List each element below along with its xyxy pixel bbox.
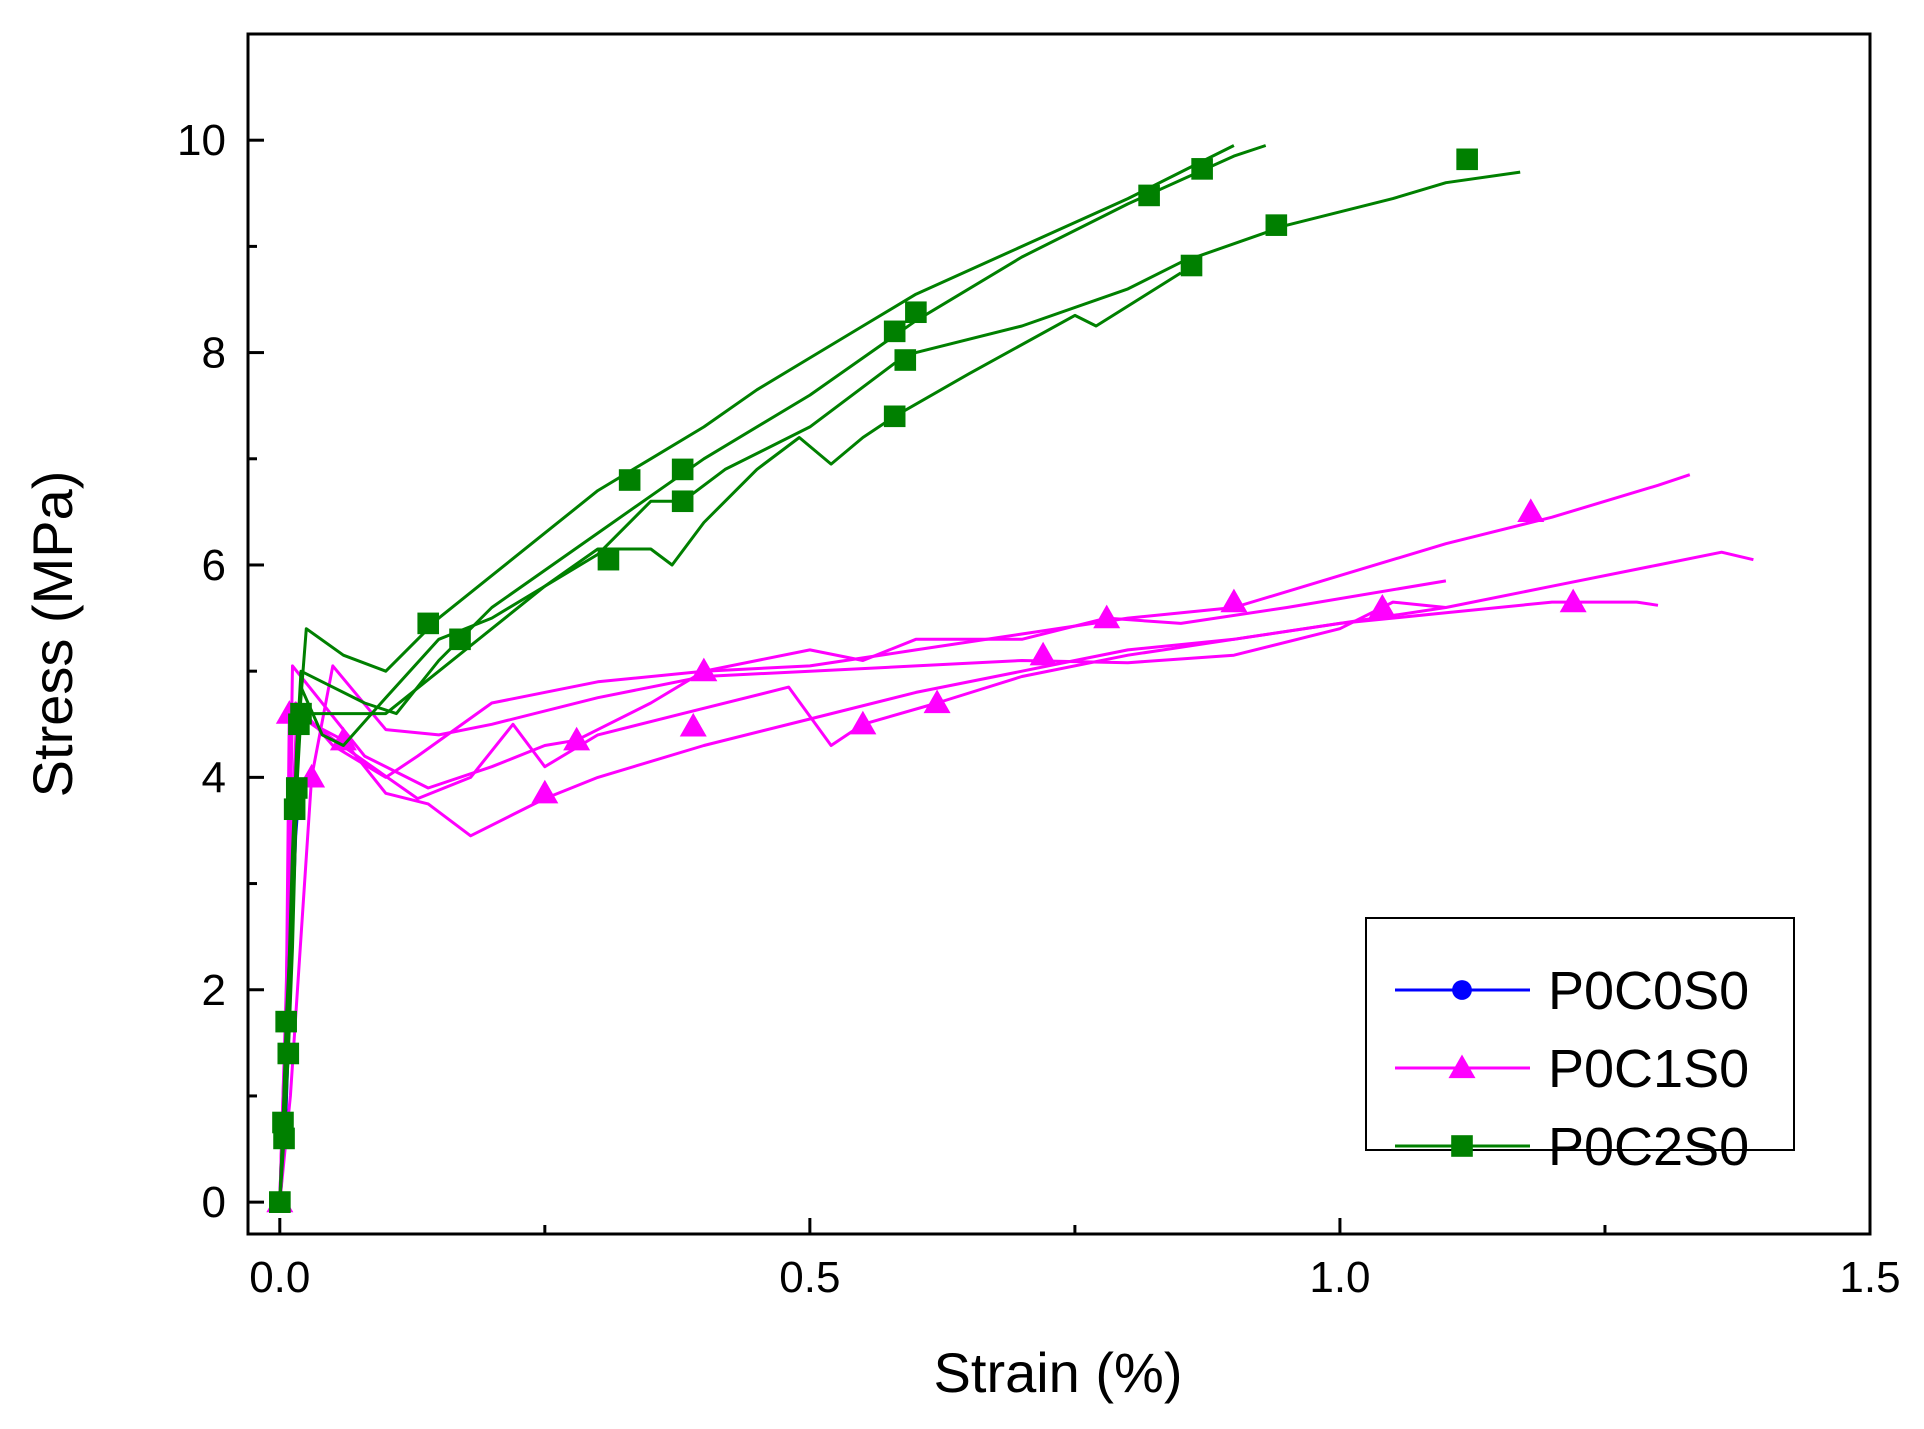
y-tick-label: 4 <box>202 753 226 802</box>
series-line <box>278 144 1267 1203</box>
legend: P0C0S0 P0C1S0 P0C2S0 <box>1365 917 1795 1177</box>
legend-box <box>1365 917 1795 1151</box>
legend-marker-P0C2S0 <box>1451 1135 1473 1157</box>
x-tick-label: 0.5 <box>779 1253 840 1302</box>
data-point-marker <box>417 612 440 635</box>
data-point-marker <box>1265 214 1288 236</box>
y-axis-title: Stress (MPa) <box>21 471 84 798</box>
data-point-marker <box>894 349 917 371</box>
y-tick-label: 2 <box>202 966 226 1015</box>
x-axis-ticks: 0.0 0.5 1.0 1.5 <box>249 1218 1901 1302</box>
x-tick-label: 0.0 <box>249 1253 310 1302</box>
data-point-marker <box>531 779 559 804</box>
data-point-marker <box>329 726 357 751</box>
plot-frame <box>246 32 1872 1236</box>
y-tick-label: 6 <box>202 541 226 590</box>
y-axis-ticks: 0 2 4 6 8 10 <box>177 116 264 1227</box>
data-point-marker <box>449 628 471 651</box>
data-point-marker <box>1093 604 1121 629</box>
series-line <box>278 600 1447 1203</box>
legend-label: P0C0S0 <box>1548 961 1749 1021</box>
data-point-marker <box>273 1127 295 1150</box>
series-P0C2S0-curve-8 <box>278 148 1521 1203</box>
legend-marker-P0C1S0 <box>1448 1054 1476 1079</box>
data-point-marker <box>883 320 906 343</box>
series-line <box>278 271 1182 1203</box>
data-point-marker <box>1559 588 1587 613</box>
y-tick-label: 10 <box>177 116 226 165</box>
data-point-marker <box>597 548 620 571</box>
series-P0C2S0-curve-9 <box>269 271 1182 1213</box>
data-point-marker <box>290 702 312 725</box>
data-point-marker <box>1456 148 1478 171</box>
x-axis-title: Strain (%) <box>934 1341 1183 1404</box>
data-point-marker <box>269 1191 291 1213</box>
series-P0C2S0-curve-6 <box>269 144 1235 1213</box>
series-P0C1S0-curve-1 <box>266 579 1447 1213</box>
y-tick-label: 8 <box>202 329 226 378</box>
data-point-marker <box>923 689 951 714</box>
series-line <box>278 550 1754 1203</box>
data-point-marker <box>679 712 707 737</box>
legend-label: P0C2S0 <box>1548 1117 1749 1177</box>
y-tick-label: 0 <box>202 1178 226 1227</box>
data-point-marker <box>671 458 694 481</box>
x-tick-label: 1.5 <box>1839 1253 1900 1302</box>
data-point-marker <box>285 777 308 799</box>
data-point-marker <box>883 405 906 428</box>
legend-marker-P0C0S0 <box>1452 980 1472 1000</box>
series-P0C2S0-curve-7 <box>278 144 1267 1203</box>
legend-label: P0C1S0 <box>1548 1039 1749 1099</box>
data-point-marker <box>1180 254 1203 277</box>
data-point-marker <box>618 469 641 491</box>
series-line <box>278 579 1447 1203</box>
data-point-marker <box>671 490 694 513</box>
series-P0C1S0-curve-5 <box>278 600 1447 1203</box>
x-tick-label: 1.0 <box>1309 1253 1370 1302</box>
data-point-marker <box>849 710 877 735</box>
data-point-marker <box>277 1042 300 1065</box>
series-layer <box>266 144 1754 1213</box>
data-point-marker <box>1517 498 1545 523</box>
